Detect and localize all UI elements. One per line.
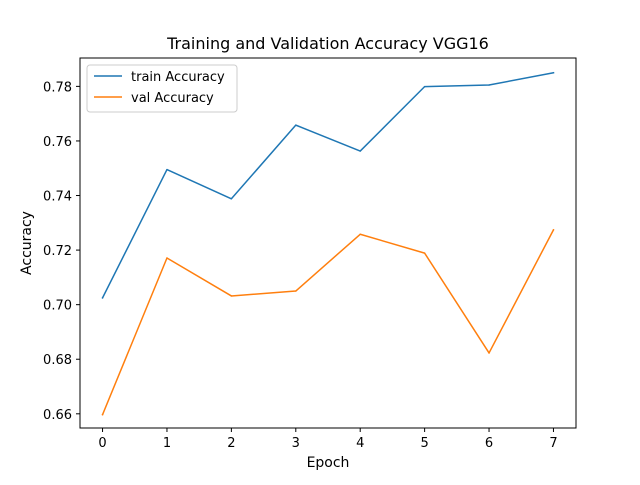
series-line-train [101, 71, 555, 299]
data-point [423, 252, 426, 254]
plot-frame [79, 57, 577, 429]
y-tick-label: 0.74 [43, 190, 72, 205]
data-point [359, 233, 361, 236]
data-point [423, 85, 426, 88]
x-tick-label: 4 [356, 436, 364, 451]
x-tick-label: 0 [98, 436, 106, 451]
data-point [552, 229, 555, 231]
x-axis-label: Epoch [307, 455, 350, 471]
series-line-val [101, 228, 555, 416]
x-tick-label: 2 [227, 436, 235, 451]
y-axis-label: Accuracy [19, 211, 35, 275]
y-tick-label: 0.76 [43, 135, 72, 150]
x-tick-label: 6 [485, 436, 493, 451]
y-axis-ticks: 0.66 0.68 0.70 0.72 0.74 0.76 0.78 [43, 80, 80, 423]
x-tick-label: 5 [420, 436, 428, 451]
data-point [230, 198, 233, 200]
legend: train Accuracy val Accuracy [86, 64, 238, 113]
data-point [359, 150, 361, 152]
data-point [101, 297, 104, 299]
data-point [295, 290, 297, 292]
y-tick-label: 0.72 [43, 244, 72, 259]
data-point [101, 413, 104, 416]
x-tick-label: 1 [163, 436, 171, 451]
x-tick-label: 3 [292, 436, 300, 451]
data-point [166, 168, 168, 171]
y-tick-label: 0.66 [43, 408, 72, 423]
data-point [295, 124, 297, 126]
data-point [488, 352, 490, 354]
x-axis-ticks: 0 1 2 3 4 5 6 7 [98, 428, 558, 451]
legend-box [86, 64, 238, 113]
legend-label-train: train Accuracy [131, 70, 225, 85]
plot-area [80, 58, 576, 428]
legend-label-val: val Accuracy [131, 91, 214, 106]
series-layer [101, 71, 555, 416]
data-point [488, 84, 490, 86]
data-point [166, 257, 168, 259]
chart-title: Training and Validation Accuracy VGG16 [166, 34, 489, 53]
data-point [552, 71, 555, 74]
y-tick-label: 0.78 [43, 80, 72, 95]
x-tick-label: 7 [549, 436, 557, 451]
data-point [230, 295, 233, 297]
y-tick-label: 0.68 [43, 353, 72, 368]
y-tick-label: 0.70 [43, 299, 72, 314]
